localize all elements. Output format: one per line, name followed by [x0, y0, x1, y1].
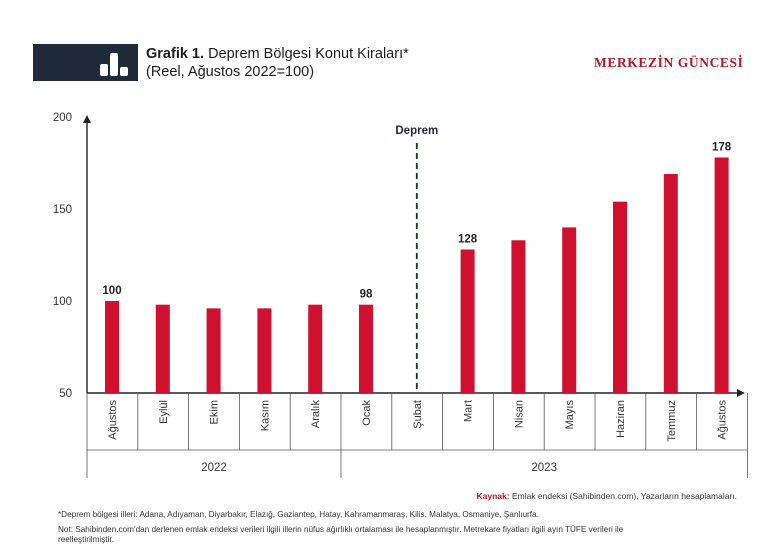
x-tick-label: Nisan — [513, 400, 525, 428]
source-label: Kaynak: — [476, 491, 510, 501]
bar — [105, 301, 119, 393]
data-label: 100 — [102, 285, 121, 297]
x-tick-label: Temmuz — [666, 400, 678, 442]
year-group-label: 2023 — [531, 462, 557, 474]
data-label: 178 — [712, 141, 732, 153]
footnote-provinces: *Deprem bölgesi illeri: Adana, Adıyaman,… — [58, 510, 539, 519]
x-tick-label: Mayıs — [564, 400, 576, 430]
bar — [511, 240, 526, 393]
x-tick-label: Haziran — [615, 400, 627, 438]
bar — [257, 308, 272, 393]
bar — [155, 304, 170, 393]
data-label: 98 — [360, 289, 373, 301]
data-label: 128 — [458, 233, 478, 245]
footnote-method-cont: reelleştirilmiştir. — [58, 535, 114, 544]
bar — [562, 227, 577, 393]
title-text: Deprem Bölgesi Konut Kiraları* — [208, 46, 409, 62]
bar — [460, 249, 475, 393]
x-tick-label: Ağustos — [717, 400, 729, 440]
bar — [613, 201, 627, 393]
x-tick-label: Eylül — [158, 400, 170, 424]
earthquake-marker-label: Deprem — [395, 125, 438, 137]
x-axis-arrow — [737, 389, 745, 397]
chart-subtitle: (Reel, Ağustos 2022=100) — [146, 64, 315, 80]
title-bold: Grafik 1. — [146, 46, 205, 62]
x-tick-label: Şubat — [412, 400, 424, 429]
x-tick-label: Ağustos — [107, 400, 119, 440]
footnote-method: Not: Sahibinden.com'dan derlenen emlak e… — [58, 525, 624, 534]
x-tick-label: Aralık — [310, 400, 322, 429]
y-tick-label: 150 — [53, 204, 72, 216]
x-tick-label: Ocak — [361, 400, 373, 426]
year-group-label: 2022 — [201, 462, 227, 474]
y-tick-label: 100 — [53, 296, 72, 308]
source-text: Emlak endeksi (Sahibinden.com), Yazarlar… — [511, 491, 737, 501]
x-tick-label: Mart — [463, 400, 475, 422]
y-axis-arrow — [83, 115, 91, 123]
bar — [663, 174, 678, 393]
x-tick-label: Ekim — [209, 400, 221, 424]
bar — [308, 304, 323, 393]
bar — [359, 304, 373, 393]
brand-logo: MERKEZİN GÜNCESİ — [594, 55, 744, 70]
x-tick-label: Kasım — [259, 400, 271, 431]
bar — [714, 157, 729, 393]
source-note: Kaynak: Emlak endeksi (Sahibinden.com), … — [477, 491, 738, 501]
bar-chart-icon — [100, 53, 128, 76]
bar — [206, 308, 221, 393]
y-tick-label: 200 — [53, 112, 72, 124]
chart-title: Grafik 1. Deprem Bölgesi Konut Kiraları*… — [146, 45, 409, 81]
y-tick-label: 50 — [59, 388, 72, 400]
